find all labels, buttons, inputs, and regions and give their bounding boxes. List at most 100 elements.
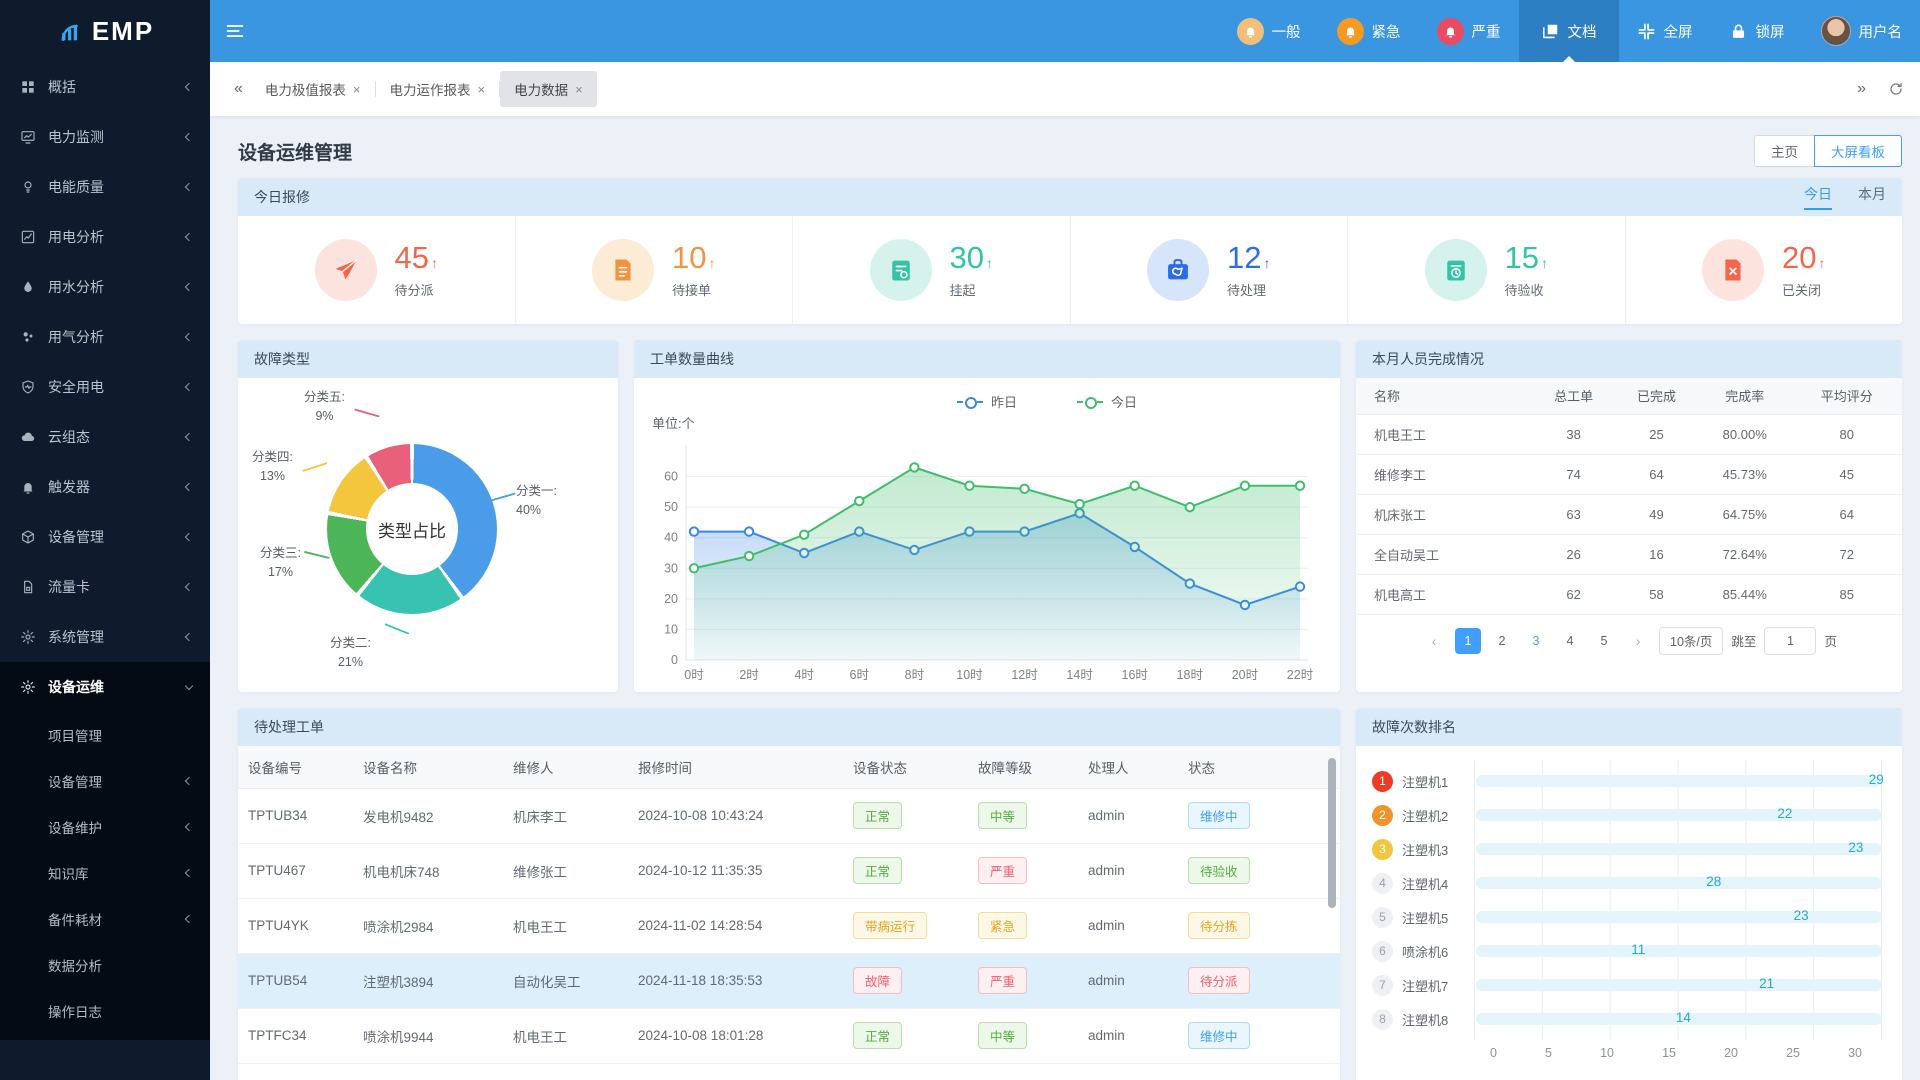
page-button-4[interactable]: 4 [1566,633,1574,648]
fullscreen-icon [1637,22,1656,41]
bar-track: 29 [1476,772,1884,787]
donut-chart[interactable] [327,444,497,614]
table-row[interactable]: 全自动吴工 26 16 72.64% 72 [1356,534,1902,575]
sidebar-sub-data-analysis[interactable]: 数据分析 [48,959,102,974]
home-button[interactable]: 主页 [1754,135,1815,167]
user-menu[interactable]: 用户名 [1803,0,1920,62]
rank-badge: 2 [1372,804,1393,826]
table-row[interactable]: TPTUB34 发电机9482 机床李工 2024-10-08 10:43:24 正常… [238,788,1340,844]
svg-text:20: 20 [664,592,678,606]
close-icon[interactable]: × [477,81,486,97]
table-row[interactable]: 维修李工 74 64 45.73% 45 [1356,454,1902,495]
sidebar-item-power-monitor[interactable]: 电力监测 [0,112,210,162]
tabs-scroll-right[interactable]: » [1857,80,1866,97]
bar-row[interactable]: 2 注塑机2 22 [1372,798,1882,832]
sidebar-item-safe-power[interactable]: 安全用电 [0,362,210,412]
tabs-scroll-left[interactable]: « [234,80,243,97]
sidebar-item-trigger[interactable]: 触发器 [0,462,210,512]
lock-screen-button[interactable]: 锁屏 [1711,0,1803,62]
bar-row[interactable]: 7 注塑机7 21 [1372,968,1882,1002]
sidebar-item-gas-analysis[interactable]: 用气分析 [0,312,210,362]
next-page-button[interactable]: › [1635,632,1641,649]
bell-icon [1436,17,1464,45]
bar-track: 22 [1476,806,1882,821]
stat-card-pending-accept: 10 ↑ 待接单 [516,216,793,324]
svg-text:12时: 12时 [1011,668,1038,682]
sidebar-item-system-mgmt[interactable]: 系统管理 [0,612,210,662]
cube-icon [20,529,36,545]
sidebar: EMP 概括 电力监测 电能质量 用电分析 用水分析 用气分析 安全用电 云组态… [0,0,210,1080]
jump-page-input[interactable] [1764,626,1817,655]
stat-card-closed: 20 ↑ 已关闭 [1626,216,1903,324]
sidebar-sub-operation-log[interactable]: 操作日志 [48,1005,102,1020]
legend-today[interactable]: 今日 [1077,392,1137,411]
big-screen-board-button[interactable]: 大屏看板 [1814,135,1902,167]
main-content: 设备运维管理 主页 大屏看板 今日报修 今日 本月 45 ↑ 待分派 10 ↑ 待接单 [210,116,1920,1080]
table-row[interactable]: TPTU4YK 喷涂机2984 机电王工 2024-11-02 14:28:54 带病… [238,898,1340,954]
personnel-table: 名称 总工单 已完成 完成率 平均评分 机电王工 38 25 80.00% 80 维修李工 74 6… [1356,378,1902,615]
table-row[interactable]: 机电王工 38 25 80.00% 80 [1356,414,1902,455]
chevron-left-icon [184,182,194,192]
notify-urgent[interactable]: 紧急 [1319,0,1419,62]
sidebar-item-power-analysis[interactable]: 用电分析 [0,212,210,262]
table-row[interactable]: 机电高工 62 58 85.44% 85 [1356,574,1902,615]
sidebar-sub-spare-parts[interactable]: 备件耗材 [0,896,210,942]
sidebar-item-overview[interactable]: 概括 [0,62,210,112]
page-button-2[interactable]: 2 [1498,633,1506,648]
page-button-1[interactable]: 1 [1455,627,1482,654]
topbar: 一般 紧急 严重 文档 全屏 锁屏 用户名 [210,0,1920,62]
sidebar-item-device-ops[interactable]: 设备运维 [0,662,210,712]
bar-row[interactable]: 3 注塑机3 23 [1372,832,1882,866]
notify-normal[interactable]: 一般 [1219,0,1319,62]
tab-power-extreme-report[interactable]: 电力极值报表 × [264,81,361,99]
sidebar-item-sim-card[interactable]: 流量卡 [0,562,210,612]
tab-power-operation-report[interactable]: 电力运作报表 × [389,81,486,99]
refresh-icon[interactable] [1888,81,1904,97]
sidebar-sub-knowledge-base[interactable]: 知识库 [0,850,210,896]
toggle-today[interactable]: 今日 [1804,184,1832,210]
work-order-curve-panel: 工单数量曲线 昨日 今日 单位:个 0 10 20 30 40 50 60 0时 2时 4时 6时 8… [634,340,1340,692]
close-icon[interactable]: × [352,81,361,97]
pagination: ‹ 1 2 3 4 5 › 10条/页 跳至 页 [1356,626,1902,655]
bar-row[interactable]: 6 喷涂机6 11 [1372,934,1882,968]
rank-badge: 6 [1372,940,1393,962]
toggle-month[interactable]: 本月 [1858,186,1886,202]
tab-power-data[interactable]: 电力数据 × [500,71,597,107]
sidebar-sub-device-maintain[interactable]: 设备维护 [0,804,210,850]
page-button-3[interactable]: 3 [1532,633,1540,648]
close-icon[interactable]: × [575,81,583,97]
table-row[interactable]: TPTU467 机电机床748 维修张工 2024-10-12 11:35:35 正常… [238,843,1340,899]
sidebar-item-cloud-scada[interactable]: 云组态 [0,412,210,462]
table-row-selected[interactable]: TPTUB54 注塑机3894 自动化吴工 2024-11-18 18:35:53 故… [238,953,1340,1009]
line-chart-svg[interactable]: 0 10 20 30 40 50 60 0时 2时 4时 6时 8时 10时 12时 14时 16时 18时 20… [644,434,1330,686]
bar-row[interactable]: 4 注塑机4 28 [1372,866,1882,900]
prev-page-button[interactable]: ‹ [1431,632,1437,649]
water-drop-icon [20,279,36,295]
sidebar-item-power-quality[interactable]: 电能质量 [0,162,210,212]
brand-logo[interactable]: EMP [0,0,210,62]
table-row[interactable]: TPTFC34 喷涂机9944 机电王工 2024-10-08 18:01:28 正常… [238,1008,1340,1064]
chevron-left-icon [184,914,194,924]
brand-name: EMP [91,15,155,46]
collapse-menu-icon[interactable] [224,20,246,42]
device-status-badge: 故障 [853,967,903,994]
table-row[interactable]: 机床张工 63 49 64.75% 64 [1356,494,1902,535]
notify-severe[interactable]: 严重 [1419,0,1519,62]
sidebar-sub-device-mgmt[interactable]: 设备管理 [0,758,210,804]
chevron-left-icon [184,868,194,878]
bar-row[interactable]: 5 注塑机5 23 [1372,900,1882,934]
page-size-select[interactable]: 10条/页 [1659,626,1724,655]
panel-title: 故障类型 [254,351,310,367]
table-scrollbar[interactable] [1328,758,1336,908]
bar-row[interactable]: 1 注塑机1 29 [1372,764,1884,798]
page-button-5[interactable]: 5 [1600,633,1608,648]
sidebar-item-water-analysis[interactable]: 用水分析 [0,262,210,312]
fullscreen-button[interactable]: 全屏 [1619,0,1711,62]
sidebar-item-device-mgmt[interactable]: 设备管理 [0,512,210,562]
bar-row[interactable]: 8 注塑机8 14 [1372,1002,1882,1036]
sidebar-sub-project-mgmt[interactable]: 项目管理 [48,729,102,744]
legend-yesterday[interactable]: 昨日 [956,392,1017,411]
pie-callout-cat4: 分类四: 13% [252,450,293,484]
docs-button[interactable]: 文档 [1518,0,1619,62]
svg-text:20时: 20时 [1232,668,1259,682]
